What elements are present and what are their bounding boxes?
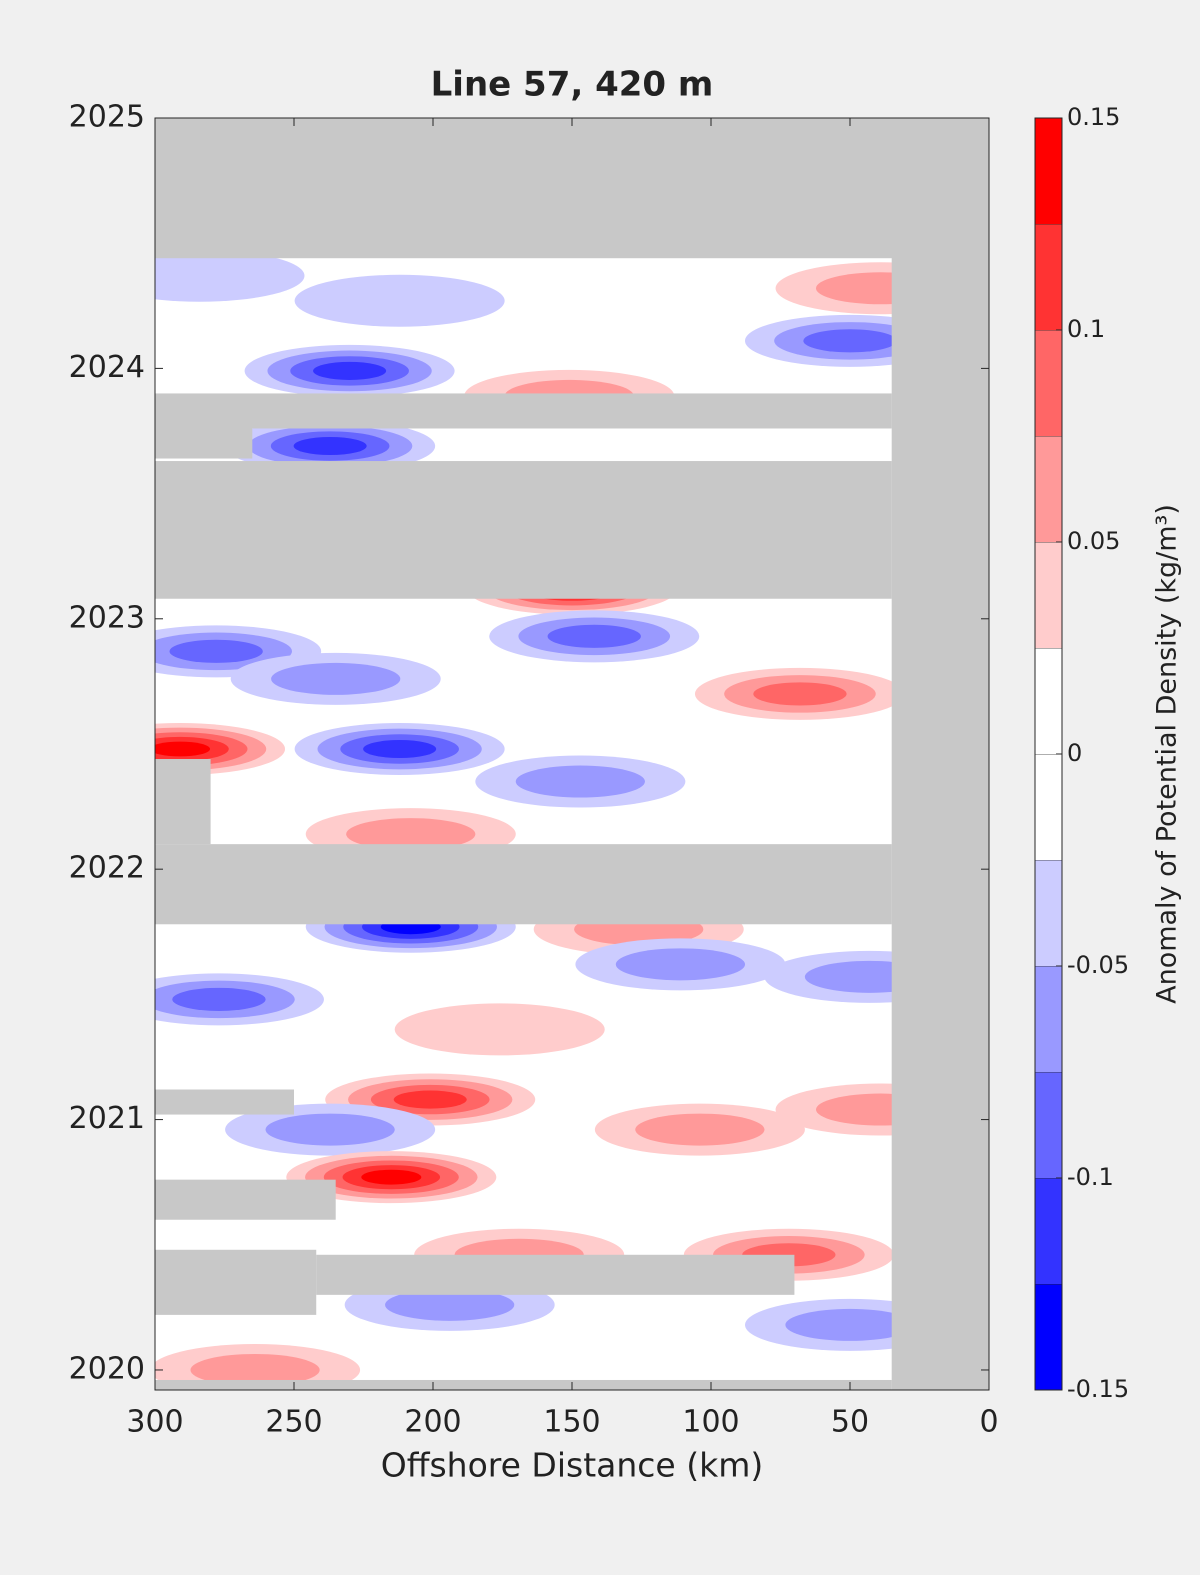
no-data-region [155, 461, 892, 599]
x-tick-label: 200 [404, 1405, 461, 1440]
chart-title: Line 57, 420 m [431, 65, 714, 105]
no-data-region [155, 428, 253, 459]
x-tick-label: 50 [831, 1405, 869, 1440]
colorbar-swatch [1035, 118, 1062, 224]
contour-field [155, 118, 989, 1390]
colorbar-swatch [1035, 224, 1062, 330]
colorbar-tick-label: 0.15 [1067, 103, 1120, 131]
contour-region [363, 739, 437, 759]
no-data-region [316, 1254, 795, 1295]
no-data-region [155, 1249, 317, 1315]
x-axis-label: Offshore Distance (km) [381, 1446, 763, 1485]
axes: 300 250 200 150 100 50 0 2020 2021 2022 2023 2024 20… [69, 100, 1129, 1440]
colorbar-tick-label: -0.1 [1067, 1163, 1114, 1191]
colorbar-tick-label: 0 [1067, 739, 1082, 767]
no-data-region [891, 118, 989, 1390]
contour-region [385, 1288, 515, 1321]
no-data-region [155, 1179, 336, 1220]
contour-region [271, 662, 401, 695]
contour-region [313, 361, 387, 380]
contour-region [155, 741, 211, 757]
contour-region [394, 1003, 605, 1056]
contour-region [615, 948, 746, 981]
contour-region [265, 1113, 395, 1146]
x-tick-label: 150 [543, 1405, 600, 1440]
colorbar-swatch [1035, 436, 1062, 542]
contour-region [547, 624, 641, 648]
colorbar-swatch [1035, 330, 1062, 436]
colorbar-swatch [1035, 648, 1062, 754]
colorbar-swatch [1035, 1178, 1062, 1284]
x-tick-label: 300 [126, 1405, 183, 1440]
no-data-region [155, 1089, 294, 1115]
contour-region [172, 987, 266, 1011]
colorbar-swatch [1035, 754, 1062, 860]
no-data-region [155, 1379, 892, 1390]
contour-region [155, 249, 305, 302]
y-tick-label: 2025 [69, 100, 145, 135]
y-tick-label: 2020 [69, 1351, 145, 1386]
colorbar-swatch [1035, 1284, 1062, 1390]
colorbar-tick-label: 0.05 [1067, 527, 1120, 555]
contour-region [190, 1353, 320, 1386]
no-data-region [155, 759, 211, 845]
y-tick-label: 2022 [69, 851, 145, 886]
contour-region [785, 1308, 915, 1341]
colorbar-tick-label: -0.15 [1067, 1375, 1129, 1403]
no-data-region [155, 844, 892, 925]
x-tick-label: 250 [265, 1405, 322, 1440]
colorbar-swatch [1035, 966, 1062, 1072]
y-tick-label: 2024 [69, 350, 145, 385]
contour-region [635, 1113, 765, 1146]
no-data-region [155, 118, 989, 259]
colorbar-swatch [1035, 860, 1062, 966]
contour-region [346, 818, 476, 851]
contour-region [169, 639, 263, 663]
colorbar-label: Anomaly of Potential Density (kg/m³) [1152, 504, 1183, 1004]
colorbar-swatch [1035, 1072, 1062, 1178]
contour-region [293, 436, 367, 456]
colorbar-tick-label: 0.1 [1067, 315, 1105, 343]
contour-region [753, 682, 847, 706]
no-data-region [155, 393, 892, 429]
y-tick-label: 2023 [69, 600, 145, 635]
colorbar-tick-label: -0.05 [1067, 951, 1129, 979]
x-tick-label: 100 [682, 1405, 739, 1440]
contour-region [361, 1169, 422, 1185]
y-tick-label: 2021 [69, 1101, 145, 1136]
contour-region [515, 765, 645, 798]
colorbar-swatch [1035, 542, 1062, 648]
contour-region [393, 1090, 467, 1109]
x-tick-label: 0 [979, 1405, 998, 1440]
contour-region [803, 329, 897, 353]
contour-region [294, 274, 505, 327]
